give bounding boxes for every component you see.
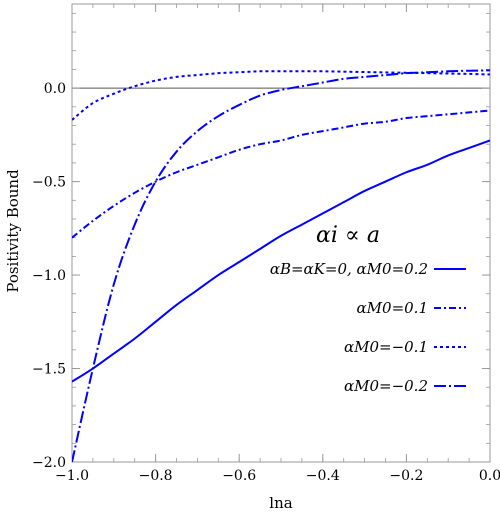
x-tick-label: −0.6 bbox=[222, 468, 256, 484]
legend-label-2: αM0=0.1 bbox=[357, 299, 428, 317]
y-tick-label: −1.0 bbox=[32, 268, 66, 284]
x-tick-label: −0.4 bbox=[306, 468, 340, 484]
x-tick-label: −0.8 bbox=[139, 468, 173, 484]
x-tick-label: −0.2 bbox=[389, 468, 423, 484]
legend-label-1: αB=αK=0, αM0=0.2 bbox=[270, 260, 428, 278]
legend-label-4: αM0=−0.2 bbox=[344, 377, 428, 395]
x-tick-label: 0.0 bbox=[479, 468, 500, 484]
y-tick-label: −1.5 bbox=[32, 362, 66, 378]
series-line-4 bbox=[72, 69, 490, 462]
y-tick-label: −0.5 bbox=[32, 175, 66, 191]
x-tick-label: −1.0 bbox=[55, 468, 89, 484]
series-line-1 bbox=[72, 139, 490, 383]
legend-title: αi ∝ a bbox=[316, 223, 380, 248]
legend-label-3: αM0=−0.1 bbox=[344, 338, 428, 356]
x-axis-label: lna bbox=[269, 494, 292, 512]
series-line-2 bbox=[72, 109, 490, 239]
series-line-3 bbox=[72, 70, 490, 121]
y-tick-label: −2.0 bbox=[32, 455, 66, 471]
y-tick-label: 0.0 bbox=[44, 81, 66, 97]
y-axis-label: Positivity Bound bbox=[4, 169, 22, 293]
